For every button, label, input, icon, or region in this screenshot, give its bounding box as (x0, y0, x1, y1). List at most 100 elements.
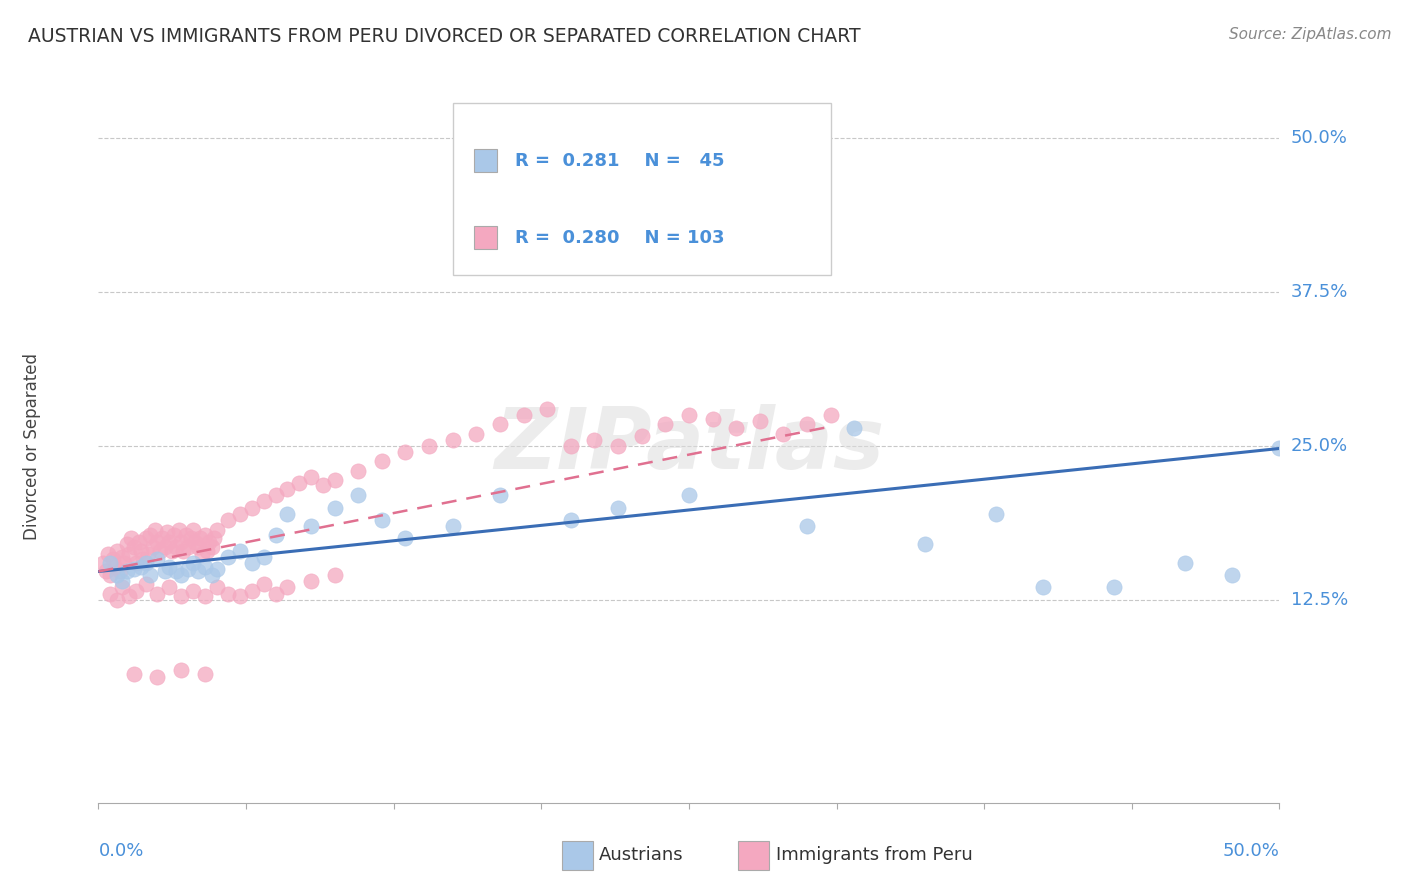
Point (194, 666, 217, 681)
Point (240, 584, 263, 599)
Text: Source: ZipAtlas.com: Source: ZipAtlas.com (1229, 27, 1392, 42)
Point (105, 592, 128, 607)
Point (299, 574, 322, 589)
Point (678, 488, 700, 502)
Point (177, 540, 200, 554)
Point (118, 547, 141, 561)
Point (229, 543, 252, 558)
Point (157, 535, 180, 549)
Text: 12.5%: 12.5% (1291, 591, 1348, 609)
Point (122, 540, 145, 554)
Point (115, 565, 138, 579)
Bar (474, 149, 496, 172)
Point (118, 589, 141, 603)
Point (149, 543, 172, 558)
Point (1220, 568, 1243, 582)
Point (288, 475, 311, 490)
Point (135, 576, 157, 591)
Point (1032, 581, 1054, 595)
Point (264, 587, 287, 601)
Text: 50.0%: 50.0% (1291, 129, 1347, 147)
Point (607, 439, 630, 453)
Point (1102, 581, 1125, 595)
Point (108, 565, 131, 579)
Point (129, 559, 152, 574)
Point (560, 439, 582, 453)
Point (111, 574, 134, 589)
Point (165, 565, 187, 579)
Point (191, 547, 214, 561)
Point (371, 454, 394, 468)
Point (163, 527, 186, 541)
Text: ZIPatlas: ZIPatlas (494, 404, 884, 488)
Point (125, 556, 148, 570)
Point (323, 500, 346, 515)
FancyBboxPatch shape (453, 103, 831, 275)
Point (725, 420, 748, 434)
Point (607, 500, 630, 515)
Point (170, 663, 193, 677)
Point (536, 402, 558, 417)
Point (264, 488, 287, 502)
Point (122, 562, 145, 576)
Point (111, 581, 134, 595)
Point (153, 565, 176, 579)
Point (142, 540, 165, 554)
Point (217, 587, 239, 601)
Point (105, 568, 128, 582)
Point (146, 587, 169, 601)
Text: Divorced or Separated: Divorced or Separated (22, 352, 41, 540)
Point (187, 540, 209, 554)
Point (654, 417, 676, 431)
Point (98, 587, 121, 601)
Point (205, 523, 228, 537)
Text: Immigrants from Peru: Immigrants from Peru (776, 847, 973, 864)
Text: 37.5%: 37.5% (1291, 283, 1348, 301)
Point (181, 584, 204, 599)
Point (170, 589, 193, 603)
Point (347, 464, 370, 478)
Point (347, 488, 370, 502)
Point (150, 531, 173, 545)
Point (146, 535, 169, 549)
Point (111, 549, 134, 564)
Point (772, 426, 794, 441)
Point (146, 670, 169, 684)
Point (122, 666, 145, 681)
Point (844, 420, 866, 434)
Point (112, 556, 135, 570)
Point (205, 562, 228, 576)
Point (139, 568, 162, 582)
Point (105, 543, 128, 558)
Point (465, 426, 488, 441)
Point (201, 568, 224, 582)
Point (371, 513, 394, 527)
Point (194, 527, 217, 541)
Point (157, 559, 180, 574)
Point (796, 519, 818, 533)
Point (156, 525, 179, 540)
Point (560, 513, 582, 527)
Point (172, 543, 194, 558)
Text: 0.0%: 0.0% (98, 842, 143, 860)
Point (97, 547, 120, 561)
Point (299, 469, 322, 483)
Point (217, 513, 239, 527)
Point (188, 531, 211, 545)
Point (180, 531, 202, 545)
Point (240, 556, 263, 570)
Point (441, 433, 464, 447)
Point (184, 535, 207, 549)
Point (187, 565, 209, 579)
Point (91, 556, 114, 570)
Text: Austrians: Austrians (599, 847, 683, 864)
Point (253, 549, 276, 564)
Point (101, 552, 124, 566)
Point (489, 488, 512, 502)
Point (115, 537, 138, 551)
Point (796, 417, 818, 431)
Point (195, 543, 218, 558)
Point (264, 527, 287, 541)
Point (104, 559, 127, 574)
Point (229, 589, 252, 603)
